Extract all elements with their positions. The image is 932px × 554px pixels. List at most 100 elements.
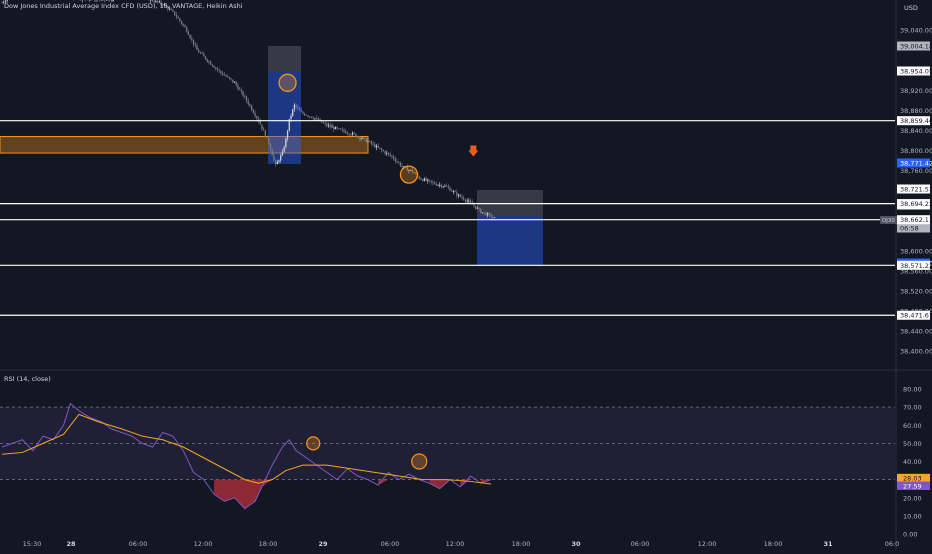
- price-line-tag: 38,694.22: [900, 200, 932, 208]
- candle-body: [465, 200, 466, 201]
- candle-body: [287, 131, 288, 139]
- candle-body: [374, 144, 375, 147]
- time-tick-label: 06:00: [381, 540, 400, 548]
- candle-body: [420, 179, 421, 180]
- candle-body: [492, 217, 493, 218]
- candle-body: [441, 185, 442, 187]
- time-tick-label: 06:0: [885, 540, 900, 548]
- candle-body: [176, 15, 177, 17]
- candle-body: [201, 53, 202, 54]
- candle-body: [213, 66, 214, 68]
- candle-body: [251, 106, 252, 110]
- rsi-tick-label: 10.00: [903, 512, 922, 520]
- candle-body: [372, 144, 373, 145]
- time-tick-label: 30: [571, 540, 581, 548]
- rsi-tick-label: 60.00: [903, 422, 922, 430]
- rsi-tick-label: 0.00: [903, 531, 917, 539]
- candle-body: [484, 212, 485, 213]
- candle-body: [427, 180, 428, 181]
- candle-body: [345, 132, 346, 134]
- time-tick-label: 28: [66, 540, 76, 548]
- candle-body: [333, 127, 334, 129]
- candle-body: [371, 141, 372, 143]
- candle-body: [224, 75, 225, 76]
- candle-body: [280, 155, 281, 160]
- candle-body: [367, 141, 368, 142]
- price-tick-label: 38,760.00: [900, 167, 932, 175]
- candle-body: [364, 138, 365, 139]
- candle-body: [196, 45, 197, 50]
- candle-body: [203, 54, 204, 56]
- candle-body: [189, 35, 190, 38]
- candle-body: [328, 125, 329, 126]
- price-tick-label: 38,920.00: [900, 87, 932, 95]
- candle-body: [179, 18, 180, 21]
- candle-body: [172, 10, 173, 11]
- candle-body: [395, 159, 396, 161]
- candle-body: [331, 127, 332, 128]
- price-line-tag: 38,859.46: [900, 117, 932, 125]
- position-2-target-box: [477, 216, 543, 265]
- candle-body: [260, 121, 261, 124]
- candle-body: [463, 198, 464, 200]
- candle-body: [436, 184, 437, 185]
- candle-body: [494, 217, 495, 218]
- rsi-title[interactable]: RSI (14, close): [4, 375, 51, 383]
- candle-body: [432, 182, 433, 183]
- candle-body: [304, 114, 305, 116]
- candle-body: [254, 113, 255, 116]
- rsi-tick-label: 70.00: [903, 404, 922, 412]
- candle-body: [347, 133, 348, 134]
- candle-body: [212, 65, 213, 66]
- candle-body: [391, 156, 392, 157]
- candle-body: [466, 201, 467, 202]
- candle-body: [443, 187, 444, 188]
- time-tick-label: 18:00: [764, 540, 783, 548]
- candle-body: [307, 116, 308, 117]
- candle-body: [207, 59, 208, 61]
- candle-body: [343, 130, 344, 132]
- candle-body: [6, 0, 7, 1]
- candle-body: [350, 134, 351, 135]
- candle-body: [183, 24, 184, 26]
- time-tick-label: 18:00: [259, 540, 278, 548]
- price-tick-label: 38,600.00: [900, 247, 932, 255]
- candle-body: [378, 146, 379, 148]
- candle-body: [225, 75, 226, 76]
- candle-body: [210, 62, 211, 65]
- candle-body: [229, 77, 230, 78]
- candle-body: [388, 153, 389, 154]
- price-line-tag: 38,471.67: [900, 312, 932, 320]
- candle-body: [297, 107, 298, 108]
- candle-body: [302, 112, 303, 114]
- rsi-ma-tag: 28.03: [903, 474, 922, 482]
- candle-body: [383, 150, 384, 151]
- candle-body: [473, 204, 474, 205]
- symbol-header[interactable]: Dow Jones Industrial Average Index CFD (…: [4, 2, 243, 10]
- candle-body: [195, 44, 196, 45]
- candle-body: [265, 131, 266, 137]
- candle-body: [208, 62, 209, 63]
- signal-circle-1: [400, 166, 417, 183]
- candle-body: [384, 151, 385, 153]
- candle-body: [455, 191, 456, 192]
- rsi-tag: 27.59: [903, 482, 922, 490]
- price-line-tag: 38,571.22: [900, 262, 932, 270]
- candle-body: [386, 153, 387, 154]
- candle-body: [177, 17, 178, 18]
- rsi-tick-label: 50.00: [903, 440, 922, 448]
- candle-body: [278, 160, 279, 162]
- candle-body: [290, 116, 291, 119]
- candle-body: [456, 192, 457, 196]
- currency-label: USD: [904, 4, 918, 12]
- candle-body: [354, 133, 355, 134]
- signal-circle-0: [279, 74, 296, 91]
- candle-body: [446, 186, 447, 187]
- candle-body: [256, 116, 257, 118]
- time-tick-label: 31: [823, 540, 833, 548]
- candle-body: [152, 0, 153, 1]
- candle-body: [237, 85, 238, 89]
- candle-body: [489, 213, 490, 214]
- price-tag: 38,954.05: [900, 68, 932, 76]
